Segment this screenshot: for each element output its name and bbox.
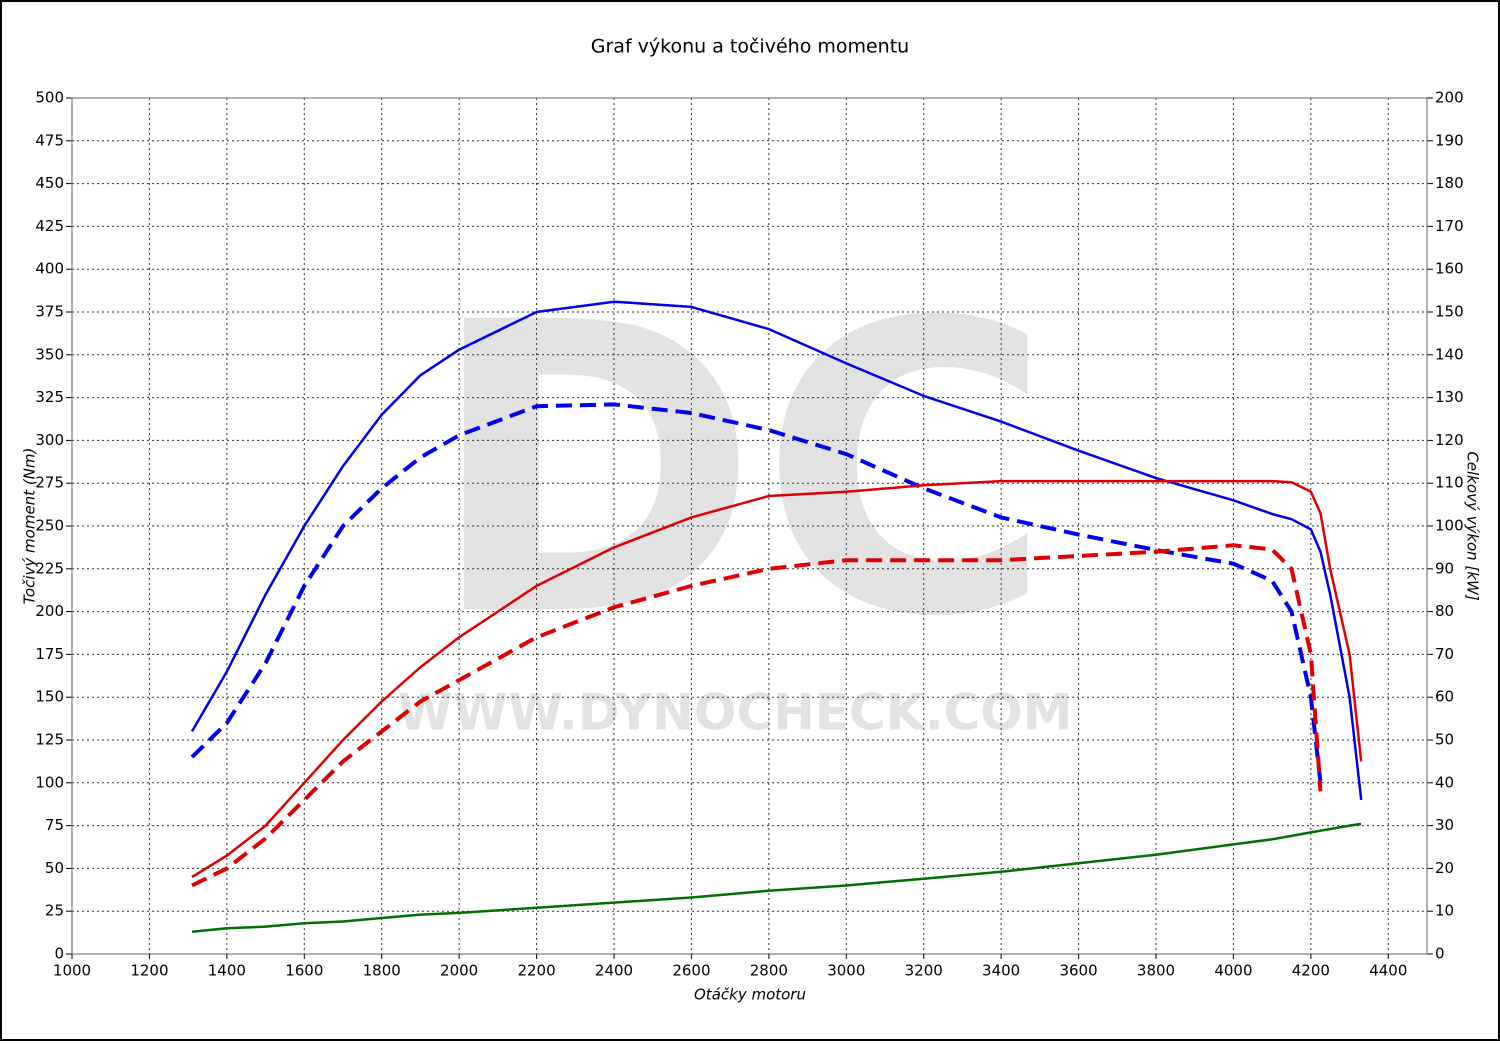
y2-tick-label: 150 — [1435, 303, 1464, 321]
axes-box — [71, 97, 1428, 955]
watermark: DC — [427, 239, 1053, 704]
y-axis-label: Točivý moment (Nm) — [21, 448, 39, 605]
y2-tick-label: 100 — [1435, 517, 1464, 535]
x-tick-label: 4200 — [1292, 962, 1330, 980]
y-tick-label: 425 — [35, 217, 64, 235]
y2-axis-label: Celkový výkon [kW] — [1464, 451, 1482, 601]
y2-tick-label: 50 — [1435, 731, 1454, 749]
y-tick-label: 0 — [54, 945, 64, 963]
y2-tick-label: 90 — [1435, 559, 1454, 577]
y-tick-label: 150 — [35, 688, 64, 706]
y-tick-label: 25 — [45, 902, 64, 920]
y-tick-label: 100 — [35, 773, 64, 791]
x-axis-label: Otáčky motoru — [694, 986, 806, 1004]
y-tick-label: 450 — [35, 174, 64, 192]
x-tick-label: 1600 — [285, 962, 323, 980]
y-tick-label: 500 — [35, 89, 64, 107]
y2-tick-label: 120 — [1435, 431, 1464, 449]
y2-tick-label: 60 — [1435, 688, 1454, 706]
y-tick-label: 400 — [35, 260, 64, 278]
x-tick-label: 3200 — [905, 962, 943, 980]
y-tick-label: 125 — [35, 731, 64, 749]
x-tick-label: 4400 — [1369, 962, 1407, 980]
y2-tick-label: 10 — [1435, 902, 1454, 920]
x-tick-label: 3800 — [1137, 962, 1175, 980]
series-line — [191, 543, 1323, 888]
y-tick-label: 325 — [35, 388, 64, 406]
series-line — [190, 300, 1363, 801]
y-tick-label: 50 — [45, 859, 64, 877]
series-line — [191, 479, 1363, 879]
x-tick-label: 3400 — [982, 962, 1020, 980]
y2-tick-label: 0 — [1435, 945, 1445, 963]
x-tick-label: 1200 — [130, 962, 168, 980]
x-tick-label: 1000 — [53, 962, 91, 980]
x-tick-label: 4000 — [1214, 962, 1252, 980]
y-tick-label: 275 — [35, 474, 64, 492]
y-tick-label: 250 — [35, 517, 64, 535]
y-tick-label: 75 — [45, 816, 64, 834]
y2-tick-label: 160 — [1435, 260, 1464, 278]
y-tick-label: 175 — [35, 645, 64, 663]
y2-tick-label: 110 — [1435, 474, 1464, 492]
y-tick-label: 350 — [35, 345, 64, 363]
y2-tick-label: 70 — [1435, 645, 1454, 663]
x-tick-label: 2000 — [440, 962, 478, 980]
series-line — [190, 402, 1323, 784]
y2-tick-label: 30 — [1435, 816, 1454, 834]
y2-tick-label: 20 — [1435, 859, 1454, 877]
y2-tick-label: 170 — [1435, 217, 1464, 235]
x-tick-label: 3600 — [1059, 962, 1097, 980]
y2-tick-label: 200 — [1435, 89, 1464, 107]
y-tick-label: 475 — [35, 131, 64, 149]
y2-tick-label: 40 — [1435, 773, 1454, 791]
y2-tick-label: 140 — [1435, 345, 1464, 363]
y-tick-label: 375 — [35, 303, 64, 321]
chart-title: Graf výkonu a točivého momentu — [591, 36, 909, 58]
y-tick-label: 225 — [35, 559, 64, 577]
y2-tick-label: 80 — [1435, 602, 1454, 620]
watermark-url: WWW.DYNOCHECK.COM — [398, 684, 1073, 742]
y2-tick-label: 130 — [1435, 388, 1464, 406]
x-tick-label: 2200 — [517, 962, 555, 980]
series-line — [191, 822, 1362, 933]
y2-tick-label: 180 — [1435, 174, 1464, 192]
y2-tick-label: 190 — [1435, 131, 1464, 149]
x-tick-label: 2400 — [595, 962, 633, 980]
y-tick-label: 300 — [35, 431, 64, 449]
y-tick-label: 200 — [35, 602, 64, 620]
x-tick-label: 3000 — [827, 962, 865, 980]
x-tick-label: 2600 — [672, 962, 710, 980]
x-tick-label: 1400 — [208, 962, 246, 980]
x-tick-label: 1800 — [363, 962, 401, 980]
x-tick-label: 2800 — [750, 962, 788, 980]
